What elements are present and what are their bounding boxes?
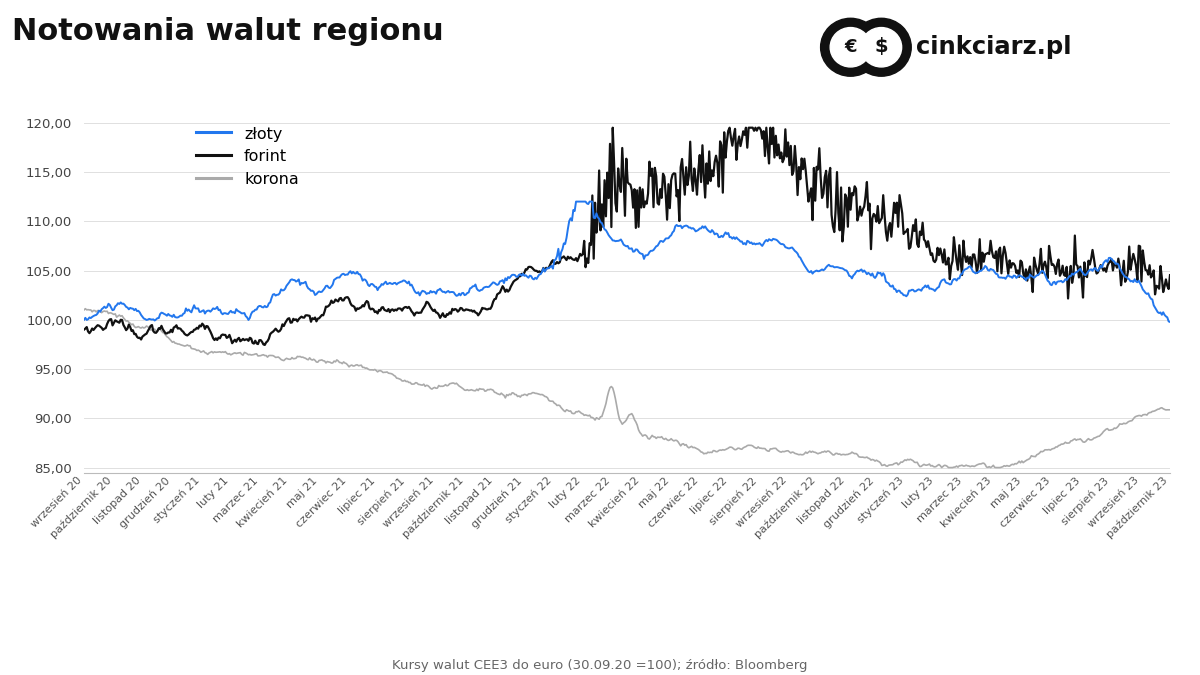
Text: cinkciarz.pl: cinkciarz.pl xyxy=(916,35,1072,59)
Circle shape xyxy=(860,28,901,67)
Text: $: $ xyxy=(875,37,888,56)
Circle shape xyxy=(851,18,911,76)
Legend: złoty, forint, korona: złoty, forint, korona xyxy=(190,119,305,194)
Text: Notowania walut regionu: Notowania walut regionu xyxy=(12,17,444,46)
Text: €: € xyxy=(845,38,857,56)
Circle shape xyxy=(830,28,871,67)
Text: Kursy walut CEE3 do euro (30.09.20 =100); źródło: Bloomberg: Kursy walut CEE3 do euro (30.09.20 =100)… xyxy=(392,659,808,672)
Circle shape xyxy=(821,18,881,76)
